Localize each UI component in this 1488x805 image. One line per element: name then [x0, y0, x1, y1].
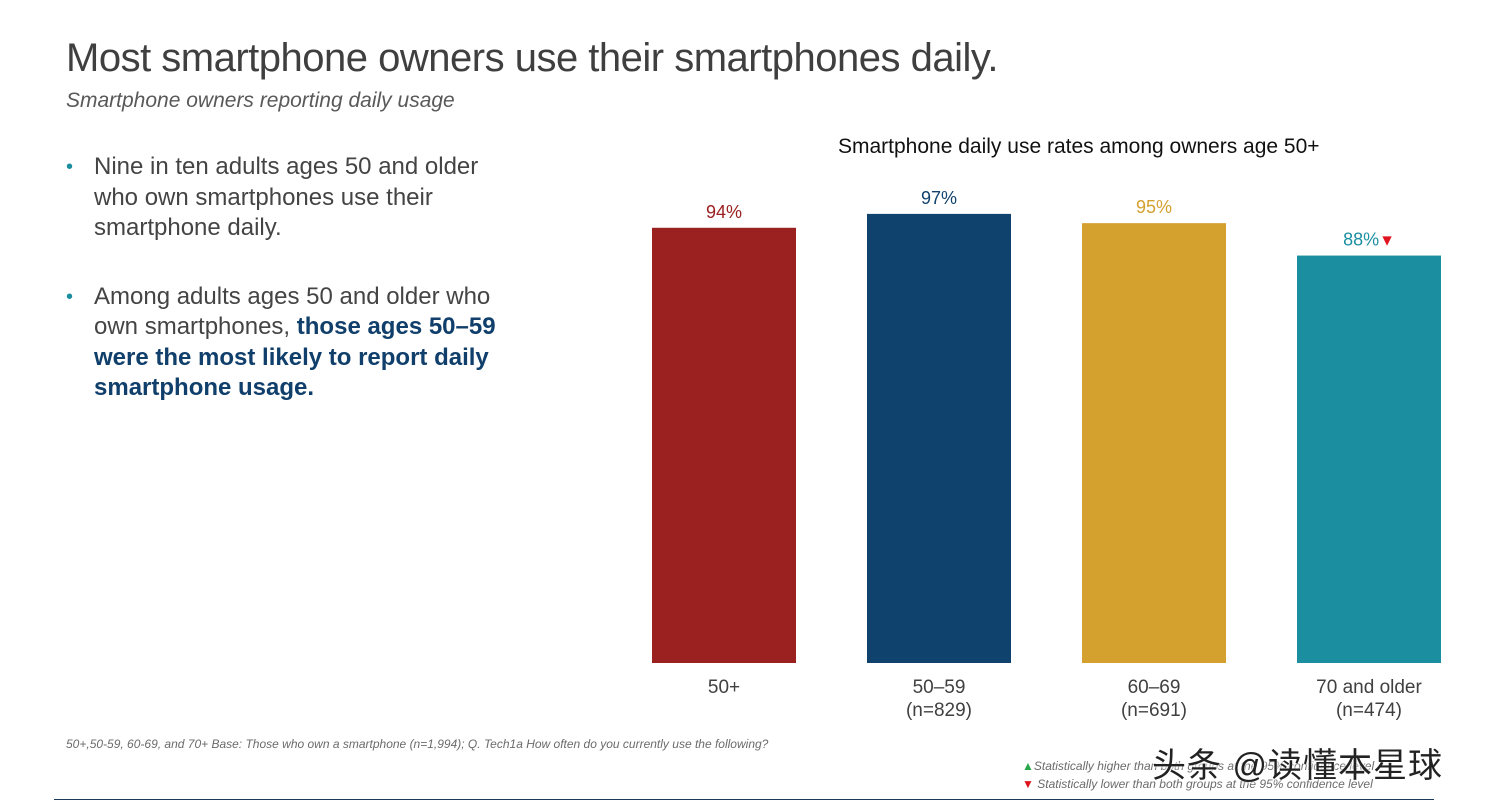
slide-title: Most smartphone owners use their smartph…	[66, 36, 998, 80]
bullet-list: • Nine in ten adults ages 50 and older w…	[66, 152, 516, 404]
down-triangle-icon: ▼	[1379, 233, 1395, 250]
slide-subtitle: Smartphone owners reporting daily usage	[66, 89, 455, 112]
bar	[867, 213, 1011, 663]
sample-size-label: (n=474)	[1336, 700, 1402, 721]
sample-size-label: (n=829)	[906, 700, 972, 721]
bar	[1297, 255, 1441, 663]
up-triangle-icon: ▲	[1022, 759, 1034, 773]
chart-title: Smartphone daily use rates among owners …	[838, 135, 1320, 158]
significance-legend: ▲Statistically higher than both groups a…	[1022, 757, 1374, 793]
x-tick-label: 50–59	[913, 677, 966, 698]
bullet-text: Among adults ages 50 and older who own s…	[94, 282, 491, 341]
x-tick-label: 70 and older	[1316, 677, 1422, 698]
data-label: 94%	[706, 202, 742, 222]
x-tick-label: 60–69	[1128, 677, 1181, 698]
bullet-icon: •	[66, 285, 74, 308]
x-tick-label: 50+	[708, 677, 740, 698]
bullet-item: • Nine in ten adults ages 50 and older w…	[66, 152, 516, 244]
bar	[1082, 223, 1226, 663]
bullet-highlight: those ages 50–59 were the most likely to…	[94, 313, 496, 401]
bar	[652, 227, 796, 663]
data-label: 95%	[1136, 197, 1172, 217]
legend-lower: ▼ Statistically lower than both groups a…	[1022, 775, 1374, 793]
legend-higher: ▲Statistically higher than both groups a…	[1022, 757, 1374, 775]
down-triangle-icon: ▼	[1022, 777, 1034, 791]
bullet-icon: •	[66, 156, 74, 178]
sample-size-label: (n=691)	[1121, 700, 1187, 721]
legend-lower-text: Statistically lower than both groups at …	[1037, 777, 1373, 791]
bullet-item: • Among adults ages 50 and older who own…	[66, 282, 516, 404]
data-label: 97%	[921, 188, 957, 208]
bar-chart: 94% 50+ 97% 50–59(n=829) 95% 60–69(n=691) 88%▼…	[652, 188, 1441, 721]
legend-higher-text: Statistically higher than both groups at…	[1033, 759, 1375, 773]
bullet-text: Nine in ten adults ages 50 and older who…	[94, 153, 479, 241]
data-label: 88%▼	[1343, 230, 1395, 250]
footer-divider	[54, 799, 1434, 800]
watermark: 头条 @读懂本星球	[1152, 747, 1443, 785]
footnote: 50+,50-59, 60-69, and 70+ Base: Those wh…	[66, 737, 769, 751]
